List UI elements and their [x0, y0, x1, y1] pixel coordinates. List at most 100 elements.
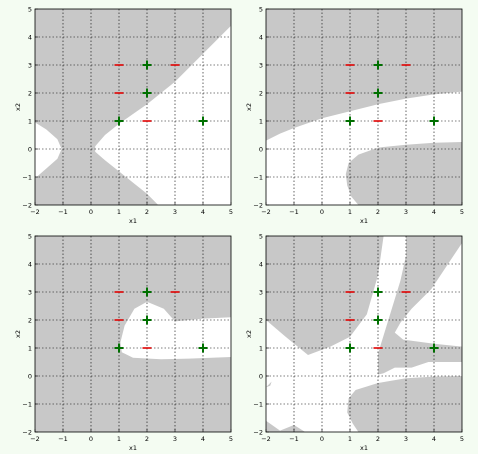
x-tick-label: 4 — [201, 435, 205, 443]
x-tick-label: −1 — [58, 208, 68, 216]
decision-regions — [266, 9, 462, 205]
positive-point — [142, 287, 152, 297]
axes-frame — [265, 8, 463, 206]
y-tick-label: 2 — [28, 316, 32, 324]
y-tick-label: 2 — [259, 89, 263, 97]
positive-point — [142, 315, 152, 325]
y-tick-label: 1 — [28, 117, 32, 125]
x-tick-label: 0 — [320, 208, 324, 216]
x-tick-label: −2 — [261, 435, 271, 443]
positive-point — [198, 116, 208, 126]
y-tick-label: 4 — [259, 260, 263, 268]
x-tick-label: 2 — [376, 208, 380, 216]
y-tick-label: −1 — [253, 400, 263, 408]
positive-point — [429, 343, 439, 353]
y-tick-label: 3 — [28, 288, 32, 296]
x-axis-label: x1 — [129, 444, 137, 452]
x-tick-label: 2 — [145, 435, 149, 443]
x-tick-label: −1 — [289, 435, 299, 443]
gridlines — [35, 236, 231, 432]
y-tick-label: 2 — [28, 89, 32, 97]
x-tick-label: 5 — [229, 435, 233, 443]
decision-regions — [35, 9, 231, 205]
y-tick-label: −1 — [253, 173, 263, 181]
x-tick-label: 2 — [376, 435, 380, 443]
positive-point — [429, 116, 439, 126]
x-tick-label: 5 — [460, 208, 464, 216]
subplot-top-right: −2 −1 0 1 2 3 4 5 −2 −1 0 1 2 3 4 5 x1 x2 — [245, 5, 464, 225]
region-polygon — [266, 381, 272, 388]
y-axis-label: x2 — [245, 330, 253, 338]
x-tick-label: −2 — [30, 435, 40, 443]
positive-series — [114, 287, 208, 353]
positive-point — [345, 116, 355, 126]
negative-series — [345, 64, 411, 122]
y-axis-label: x2 — [14, 103, 22, 111]
x-tick-label: 3 — [404, 208, 408, 216]
x-tick-label: −2 — [261, 208, 271, 216]
positive-point — [114, 116, 124, 126]
y-tick-label: 4 — [259, 33, 263, 41]
y-tick-label: 5 — [259, 232, 263, 240]
y-tick-label: 0 — [28, 145, 32, 153]
decision-regions — [266, 236, 462, 432]
x-axis-label: x1 — [360, 217, 368, 225]
x-tick-label: 1 — [348, 435, 352, 443]
negative-series — [114, 64, 180, 122]
axes-frame — [265, 235, 463, 433]
y-axis-label: x2 — [245, 103, 253, 111]
y-tick-label: −2 — [253, 201, 263, 209]
y-tick-label: 4 — [28, 260, 32, 268]
x-tick-label: 3 — [173, 435, 177, 443]
x-axis-label: x1 — [360, 444, 368, 452]
y-tick-label: 1 — [259, 344, 263, 352]
positive-series — [345, 287, 439, 353]
y-tick-label: 0 — [28, 372, 32, 380]
x-tick-label: 0 — [89, 208, 93, 216]
subplot-grid: −2 −1 0 1 2 3 4 5 −2 −1 0 1 2 3 4 5 x1 x2 −2 −1 0 1 2 3 4 5 −2 −1 0 1… — [14, 5, 464, 452]
y-tick-label: 3 — [259, 61, 263, 69]
gridlines — [35, 9, 231, 205]
positive-point — [114, 343, 124, 353]
positive-point — [373, 287, 383, 297]
positive-point — [345, 343, 355, 353]
subplot-top-left: −2 −1 0 1 2 3 4 5 −2 −1 0 1 2 3 4 5 x1 x2 — [14, 5, 233, 225]
y-tick-label: −2 — [253, 428, 263, 436]
x-tick-label: 4 — [432, 208, 436, 216]
y-tick-label: 0 — [259, 145, 263, 153]
y-tick-label: 2 — [259, 316, 263, 324]
positive-point — [198, 343, 208, 353]
x-tick-label: −1 — [289, 208, 299, 216]
y-tick-label: −1 — [22, 173, 32, 181]
region-polygon — [347, 376, 462, 432]
x-tick-label: 3 — [173, 208, 177, 216]
x-tick-label: 1 — [348, 208, 352, 216]
subplot-bottom-left: −2 −1 0 1 2 3 4 5 −2 −1 0 1 2 3 4 5 x1 x2 — [14, 232, 233, 452]
x-axis-label: x1 — [129, 217, 137, 225]
positive-series — [114, 60, 208, 126]
y-tick-label: −2 — [22, 201, 32, 209]
y-tick-label: −1 — [22, 400, 32, 408]
y-tick-label: 1 — [28, 344, 32, 352]
y-tick-label: −2 — [22, 428, 32, 436]
x-tick-label: 1 — [117, 435, 121, 443]
y-tick-label: 5 — [259, 5, 263, 13]
x-tick-label: −1 — [58, 435, 68, 443]
region-polygon — [266, 9, 462, 141]
region-polygon — [35, 236, 231, 432]
y-tick-label: 0 — [259, 372, 263, 380]
y-tick-label: 5 — [28, 232, 32, 240]
y-tick-label: 3 — [28, 61, 32, 69]
y-tick-label: 1 — [259, 117, 263, 125]
region-polygon — [378, 236, 462, 375]
x-tick-label: 0 — [89, 435, 93, 443]
y-tick-label: 5 — [28, 5, 32, 13]
region-polygon — [345, 142, 462, 205]
x-tick-label: 5 — [229, 208, 233, 216]
region-polygon — [266, 236, 384, 355]
region-polygon — [266, 420, 306, 432]
positive-series — [345, 60, 439, 126]
y-tick-label: 3 — [259, 288, 263, 296]
x-tick-label: 4 — [201, 208, 205, 216]
